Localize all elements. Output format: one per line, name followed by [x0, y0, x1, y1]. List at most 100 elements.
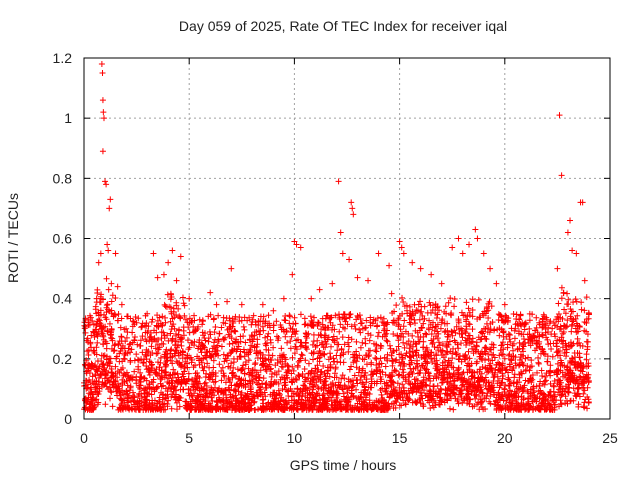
data-point-cloud — [370, 405, 377, 412]
data-point-cloud — [175, 327, 182, 334]
data-point-cloud — [192, 406, 199, 413]
data-point-cloud — [530, 405, 537, 412]
data-point — [556, 112, 563, 119]
data-point-cloud — [387, 390, 394, 397]
data-point-cloud — [172, 338, 179, 345]
data-point-cloud — [114, 317, 121, 324]
data-point-cloud — [401, 390, 408, 397]
data-point-cloud — [165, 375, 172, 382]
data-point-cloud — [425, 375, 432, 382]
data-point-cloud — [402, 352, 409, 359]
data-point-cloud — [199, 364, 206, 371]
plot-border — [83, 57, 611, 420]
data-point-cloud — [528, 335, 535, 342]
data-point — [569, 247, 576, 254]
data-point-cloud — [484, 369, 491, 376]
data-point-cloud — [210, 357, 217, 364]
data-point-cloud — [112, 370, 119, 377]
data-point-cloud — [383, 401, 390, 408]
data-point-cloud — [156, 314, 163, 321]
data-point-cloud — [265, 352, 272, 359]
data-point-cloud — [379, 318, 386, 325]
data-point-cloud — [103, 345, 110, 352]
data-point-cloud — [429, 358, 436, 365]
data-point-cloud — [185, 346, 192, 353]
data-point-cloud — [398, 402, 405, 409]
data-point-cloud — [334, 341, 341, 348]
data-point — [564, 229, 571, 236]
data-point-cloud — [130, 389, 137, 396]
data-point-cloud — [486, 398, 493, 405]
data-point-cloud — [496, 384, 503, 391]
data-point — [365, 277, 372, 284]
data-point-cloud — [382, 399, 389, 406]
data-point — [169, 247, 176, 254]
data-point-cloud — [549, 353, 556, 360]
data-point-cloud — [87, 401, 94, 408]
data-point-cloud — [404, 307, 411, 314]
data-point-cloud — [427, 302, 434, 309]
data-point-cloud — [494, 380, 501, 387]
data-points — [81, 61, 592, 413]
data-point-cloud — [405, 330, 412, 337]
data-point-cloud — [321, 351, 328, 358]
data-point-cloud — [446, 405, 453, 412]
data-point-cloud — [508, 357, 515, 364]
data-point-cloud — [538, 399, 545, 406]
data-point — [87, 340, 94, 347]
data-point-cloud — [455, 371, 462, 378]
data-point-cloud — [158, 389, 165, 396]
data-point-cloud — [555, 310, 562, 317]
data-point-cloud — [233, 395, 240, 402]
data-point-cloud — [478, 329, 485, 336]
data-point-cloud — [109, 381, 116, 388]
data-point-cloud — [95, 391, 102, 398]
data-point-cloud — [95, 365, 102, 372]
data-point-cloud — [229, 347, 236, 354]
data-point-cloud — [579, 342, 586, 349]
data-point-cloud — [409, 399, 416, 406]
data-point-cloud — [389, 357, 396, 364]
data-point-cloud — [240, 346, 247, 353]
data-point-cloud — [238, 366, 245, 373]
data-point-cloud — [524, 331, 531, 338]
data-point-cloud — [85, 347, 92, 354]
data-point-cloud — [393, 347, 400, 354]
data-point-cloud — [485, 379, 492, 386]
data-point-cloud — [434, 304, 441, 311]
data-point — [106, 205, 113, 212]
data-point-cloud — [103, 302, 110, 309]
data-point-cloud — [292, 343, 299, 350]
data-point-cloud — [510, 364, 517, 371]
data-point-cloud — [555, 300, 562, 307]
data-point-cloud — [434, 382, 441, 389]
data-point-cloud — [179, 348, 186, 355]
data-point-cloud — [141, 402, 148, 409]
data-point-cloud — [553, 369, 560, 376]
data-point-cloud — [282, 379, 289, 386]
data-point-cloud — [302, 397, 309, 404]
data-point-cloud — [139, 349, 146, 356]
data-point-cloud — [336, 314, 343, 321]
data-point-cloud — [190, 323, 197, 330]
data-point-cloud — [396, 351, 403, 358]
data-point-cloud — [220, 319, 227, 326]
data-point-cloud — [157, 354, 164, 361]
data-point-cloud — [425, 393, 432, 400]
data-point-cloud — [469, 345, 476, 352]
data-point-cloud — [131, 337, 138, 344]
data-point — [150, 250, 157, 257]
data-point-cloud — [163, 358, 170, 365]
data-point-cloud — [359, 339, 366, 346]
data-point — [581, 277, 588, 284]
data-point-cloud — [462, 351, 469, 358]
data-point-cloud — [358, 373, 365, 380]
data-point-cloud — [100, 333, 107, 340]
data-point-cloud — [325, 394, 332, 401]
data-point-cloud — [337, 321, 344, 328]
data-point-cloud — [361, 390, 368, 397]
data-point-cloud — [238, 395, 245, 402]
data-point-cloud — [160, 406, 167, 413]
data-point-cloud — [312, 343, 319, 350]
data-point-cloud — [173, 302, 180, 309]
